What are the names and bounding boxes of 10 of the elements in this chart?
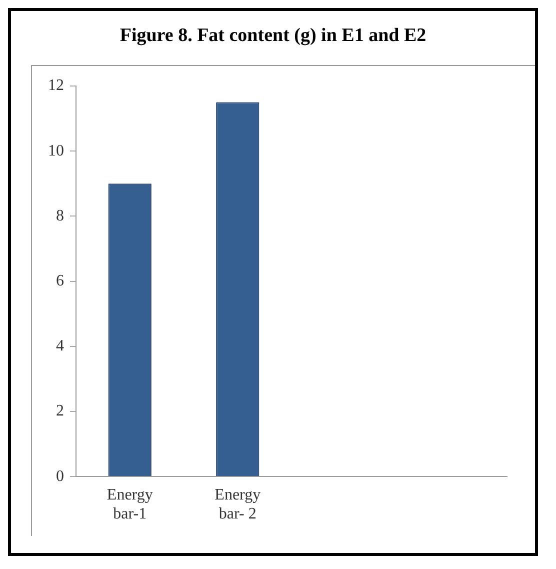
x-tick-label: Energy bar- 2 (214, 486, 261, 523)
y-tick-label: 2 (56, 402, 64, 420)
y-tick-label: 6 (56, 272, 64, 290)
y-tick-label: 12 (48, 77, 64, 94)
y-tick-label: 8 (56, 207, 64, 224)
x-tick-label: Energy bar-1 (106, 486, 153, 523)
y-tick-label: 10 (48, 142, 64, 160)
y-tick-label: 0 (56, 468, 64, 485)
y-tick-label: 4 (56, 338, 64, 355)
chart-title: Figure 8. Fat content (g) in E1 and E2 (118, 24, 428, 48)
